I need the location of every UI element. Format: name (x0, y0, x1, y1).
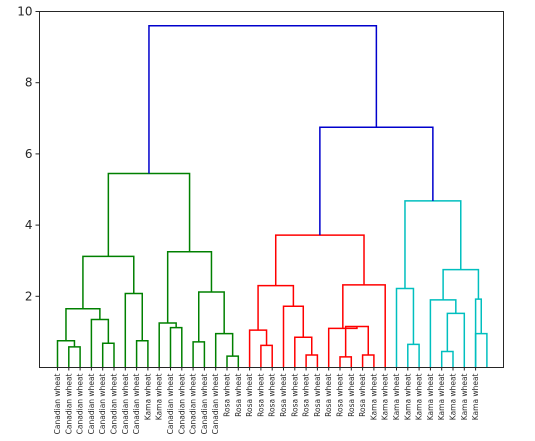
dendrogram-link-19 (294, 336, 313, 368)
leaf-label: Rosa wheat (358, 373, 367, 416)
y-tick-label: 6 (25, 147, 33, 161)
dendrogram-link-12 (214, 332, 234, 368)
leaf-label: Rosa wheat (223, 373, 232, 416)
leaf-label: Canadian wheat (211, 373, 220, 434)
leaf-label: Rosa wheat (324, 373, 333, 416)
dendrogram-link-7 (82, 255, 135, 309)
leaf-label: Kama wheat (392, 373, 401, 420)
dendrogram-link-11 (226, 355, 240, 368)
dendrogram-links (56, 24, 488, 368)
leaf-label: Canadian wheat (189, 373, 198, 434)
dendrogram-link-28 (407, 343, 420, 368)
dendrogram-link-1 (56, 340, 76, 368)
y-tick-label: 10 (17, 5, 32, 19)
dendrogram-link-22 (339, 356, 353, 368)
y-tick-label: 2 (25, 289, 33, 303)
dendrogram-link-10 (192, 341, 206, 368)
leaf-label: Canadian wheat (76, 373, 85, 434)
leaf-label: Canadian wheat (98, 373, 107, 434)
dendrogram-link-2 (101, 342, 115, 368)
dendrogram-link-27 (274, 234, 365, 286)
dendrogram-link-38 (148, 24, 378, 174)
dendrogram-link-23 (361, 354, 375, 368)
leaf-label: Rosa wheat (336, 373, 345, 416)
y-axis: 2 4 6 8 10 (17, 5, 40, 303)
leaf-label: Rosa wheat (302, 373, 311, 416)
dendrogram-link-24 (344, 325, 369, 357)
leaf-label: Canadian wheat (64, 373, 73, 434)
leaf-label: Canadian wheat (53, 373, 62, 434)
leaf-label: Canadian wheat (177, 373, 186, 434)
dendrogram-link-18 (305, 354, 319, 368)
plot-frame (39, 11, 504, 368)
leaf-label: Rosa wheat (290, 373, 299, 416)
leaf-label: Canadian wheat (87, 373, 96, 434)
dendrogram-link-36 (404, 200, 462, 289)
leaf-label: Kama wheat (369, 373, 378, 420)
leaf-label: Canadian wheat (132, 373, 141, 434)
leaf-label: Canadian wheat (166, 373, 175, 434)
leaf-label: Canadian wheat (121, 373, 130, 434)
x-axis-leaf-labels: Canadian wheat Canadian wheat Canadian whe… (53, 367, 480, 434)
dendrogram-link-32 (429, 299, 457, 368)
dendrogram-link-9 (158, 322, 177, 368)
dendrogram-link-25 (327, 326, 358, 368)
leaf-label: Rosa wheat (313, 373, 322, 416)
dendrogram-link-6 (124, 292, 143, 368)
y-tick-label: 4 (25, 218, 33, 232)
leaf-label: Canadian wheat (110, 373, 119, 434)
leaf-label: Rosa wheat (256, 373, 265, 416)
leaf-label: Kama wheat (143, 373, 152, 420)
leaf-label: Kama wheat (426, 373, 435, 420)
leaf-label: Rosa wheat (268, 373, 277, 416)
dendrogram-link-37 (319, 126, 434, 236)
leaf-label: Rosa wheat (245, 373, 254, 416)
leaf-label: Kama wheat (155, 373, 164, 420)
dendrogram-link-0 (68, 346, 81, 368)
leaf-label: Rosa wheat (234, 373, 243, 416)
dendrogram-link-35 (442, 268, 480, 300)
leaf-label: Rosa wheat (347, 373, 356, 416)
leaf-label: Kama wheat (460, 373, 469, 420)
dendrogram-link-31 (446, 312, 466, 368)
dendrogram-link-30 (440, 350, 454, 368)
leaf-label: Kama wheat (437, 373, 446, 420)
dendrogram-link-17 (248, 329, 268, 368)
dendrogram-link-29 (395, 287, 415, 368)
leaf-label: Rosa wheat (279, 373, 288, 416)
leaf-label: Kama wheat (449, 373, 458, 420)
dendrogram-link-16 (260, 344, 273, 368)
y-tick-label: 8 (25, 76, 33, 90)
dendrogram-link-21 (257, 284, 295, 331)
dendrogram-link-8 (169, 326, 183, 368)
leaf-label: Canadian wheat (200, 373, 209, 434)
dendrogram-link-5 (135, 340, 149, 368)
leaf-label: Kama wheat (471, 373, 480, 420)
dendrogram-link-14 (166, 251, 213, 323)
dendrogram-link-15 (107, 172, 191, 257)
leaf-label: Kama wheat (381, 373, 390, 420)
leaf-label: Kama wheat (403, 373, 412, 420)
dendrogram-link-33 (474, 332, 488, 368)
dendrogram-link-4 (65, 308, 101, 341)
leaf-label: Kama wheat (415, 373, 424, 420)
